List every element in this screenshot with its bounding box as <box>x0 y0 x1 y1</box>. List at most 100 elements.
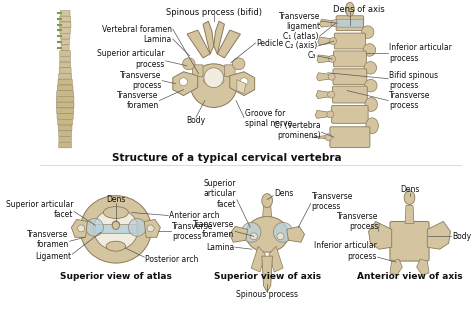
Text: Posterior arch: Posterior arch <box>145 255 199 264</box>
Polygon shape <box>311 135 329 139</box>
Text: Transverse
process: Transverse process <box>120 71 161 90</box>
Ellipse shape <box>241 223 261 242</box>
FancyBboxPatch shape <box>60 16 71 22</box>
FancyBboxPatch shape <box>60 10 70 16</box>
FancyBboxPatch shape <box>59 137 72 142</box>
Text: Superior articular
process: Superior articular process <box>97 49 165 68</box>
Text: Structure of a typical cervical vertebra: Structure of a typical cervical vertebra <box>112 153 342 163</box>
Ellipse shape <box>365 98 377 111</box>
Ellipse shape <box>204 68 224 87</box>
Polygon shape <box>144 219 160 237</box>
Ellipse shape <box>112 222 119 230</box>
FancyBboxPatch shape <box>333 51 366 67</box>
Ellipse shape <box>240 78 248 86</box>
Ellipse shape <box>277 233 284 240</box>
Ellipse shape <box>325 134 332 141</box>
Ellipse shape <box>329 38 337 44</box>
Text: Dens: Dens <box>400 185 419 194</box>
Ellipse shape <box>191 64 237 107</box>
FancyBboxPatch shape <box>57 85 73 91</box>
Polygon shape <box>214 21 224 54</box>
FancyBboxPatch shape <box>60 28 71 33</box>
Polygon shape <box>187 30 210 58</box>
Text: Vertebral foramen: Vertebral foramen <box>102 25 172 34</box>
FancyBboxPatch shape <box>57 91 73 96</box>
Ellipse shape <box>363 44 376 56</box>
Polygon shape <box>369 222 392 249</box>
Text: Bifid spinous
process: Bifid spinous process <box>389 71 438 90</box>
Text: C₂ (axis): C₂ (axis) <box>285 42 317 50</box>
FancyBboxPatch shape <box>192 65 203 77</box>
Ellipse shape <box>180 78 188 86</box>
FancyBboxPatch shape <box>58 125 72 131</box>
Text: Inferior articular
process: Inferior articular process <box>389 43 452 63</box>
Polygon shape <box>203 21 214 54</box>
Ellipse shape <box>246 217 289 252</box>
FancyBboxPatch shape <box>60 56 71 62</box>
Text: Transverse
foramen: Transverse foramen <box>117 91 159 110</box>
Polygon shape <box>316 91 332 99</box>
Text: Dens: Dens <box>274 189 293 198</box>
Ellipse shape <box>80 196 152 263</box>
Polygon shape <box>237 80 246 94</box>
Ellipse shape <box>362 26 374 38</box>
Ellipse shape <box>328 55 336 62</box>
Text: Groove for
spinal nerve: Groove for spinal nerve <box>245 109 292 128</box>
Text: Superior
articular
facet: Superior articular facet <box>203 179 236 209</box>
Text: Superior articular
facet: Superior articular facet <box>6 200 73 219</box>
Text: Lamina: Lamina <box>206 243 234 252</box>
FancyBboxPatch shape <box>56 102 74 108</box>
FancyBboxPatch shape <box>333 86 367 103</box>
FancyBboxPatch shape <box>57 114 73 119</box>
Polygon shape <box>315 110 331 118</box>
Ellipse shape <box>366 118 378 134</box>
Ellipse shape <box>93 209 138 250</box>
Ellipse shape <box>232 58 245 70</box>
FancyBboxPatch shape <box>59 74 72 79</box>
Ellipse shape <box>182 58 195 70</box>
Polygon shape <box>318 37 334 45</box>
FancyBboxPatch shape <box>61 39 69 45</box>
Text: Spinous process: Spinous process <box>236 290 298 299</box>
Ellipse shape <box>328 91 335 98</box>
Text: C₁ (atlas): C₁ (atlas) <box>283 32 319 41</box>
Ellipse shape <box>365 79 377 92</box>
Text: Lamina: Lamina <box>144 35 172 43</box>
Text: Dens of axis: Dens of axis <box>333 5 385 14</box>
Text: Pedicle: Pedicle <box>256 39 283 48</box>
Polygon shape <box>317 73 333 81</box>
FancyBboxPatch shape <box>60 51 71 56</box>
Polygon shape <box>217 30 240 58</box>
Polygon shape <box>230 226 247 242</box>
Polygon shape <box>319 19 336 27</box>
Polygon shape <box>390 259 402 275</box>
Polygon shape <box>262 256 273 292</box>
Polygon shape <box>405 206 414 223</box>
Ellipse shape <box>404 191 415 204</box>
Text: C₃: C₃ <box>308 51 316 61</box>
FancyBboxPatch shape <box>56 96 74 102</box>
Text: Inferior articular
process: Inferior articular process <box>314 242 376 261</box>
Ellipse shape <box>273 223 293 242</box>
FancyBboxPatch shape <box>333 69 367 85</box>
Ellipse shape <box>218 78 224 84</box>
Text: C₇ (vertebra
prominens): C₇ (vertebra prominens) <box>274 120 320 140</box>
Polygon shape <box>173 72 198 95</box>
Ellipse shape <box>328 73 335 80</box>
Text: Transverse
foramen: Transverse foramen <box>193 220 234 239</box>
Text: Transverse
process: Transverse process <box>337 212 378 231</box>
Text: Body: Body <box>186 116 206 125</box>
Polygon shape <box>317 55 333 63</box>
FancyBboxPatch shape <box>60 62 71 68</box>
FancyBboxPatch shape <box>390 222 429 261</box>
FancyBboxPatch shape <box>330 127 370 148</box>
FancyBboxPatch shape <box>58 120 73 125</box>
FancyBboxPatch shape <box>56 108 74 113</box>
Polygon shape <box>251 246 265 272</box>
Text: Transverse
process: Transverse process <box>311 192 353 211</box>
Text: Spinous process (bifid): Spinous process (bifid) <box>166 8 262 17</box>
FancyBboxPatch shape <box>332 106 368 123</box>
Ellipse shape <box>128 218 146 236</box>
Ellipse shape <box>86 218 103 236</box>
FancyBboxPatch shape <box>95 224 137 233</box>
